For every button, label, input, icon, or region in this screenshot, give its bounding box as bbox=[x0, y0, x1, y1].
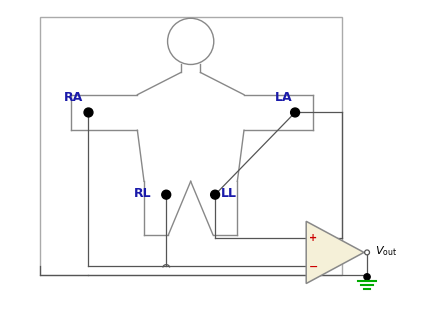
Text: LL: LL bbox=[220, 187, 237, 200]
Text: $V_{\rm out}$: $V_{\rm out}$ bbox=[375, 244, 397, 258]
Text: +: + bbox=[309, 234, 317, 243]
Circle shape bbox=[84, 108, 93, 117]
Text: LA: LA bbox=[275, 91, 293, 104]
Circle shape bbox=[162, 190, 171, 199]
Text: RL: RL bbox=[134, 187, 152, 200]
Polygon shape bbox=[306, 221, 364, 284]
Circle shape bbox=[211, 190, 220, 199]
Circle shape bbox=[291, 108, 300, 117]
Circle shape bbox=[365, 250, 370, 255]
Circle shape bbox=[364, 274, 370, 280]
Text: RA: RA bbox=[64, 91, 83, 104]
Text: −: − bbox=[309, 261, 318, 271]
Bar bbox=[39, 17, 342, 275]
